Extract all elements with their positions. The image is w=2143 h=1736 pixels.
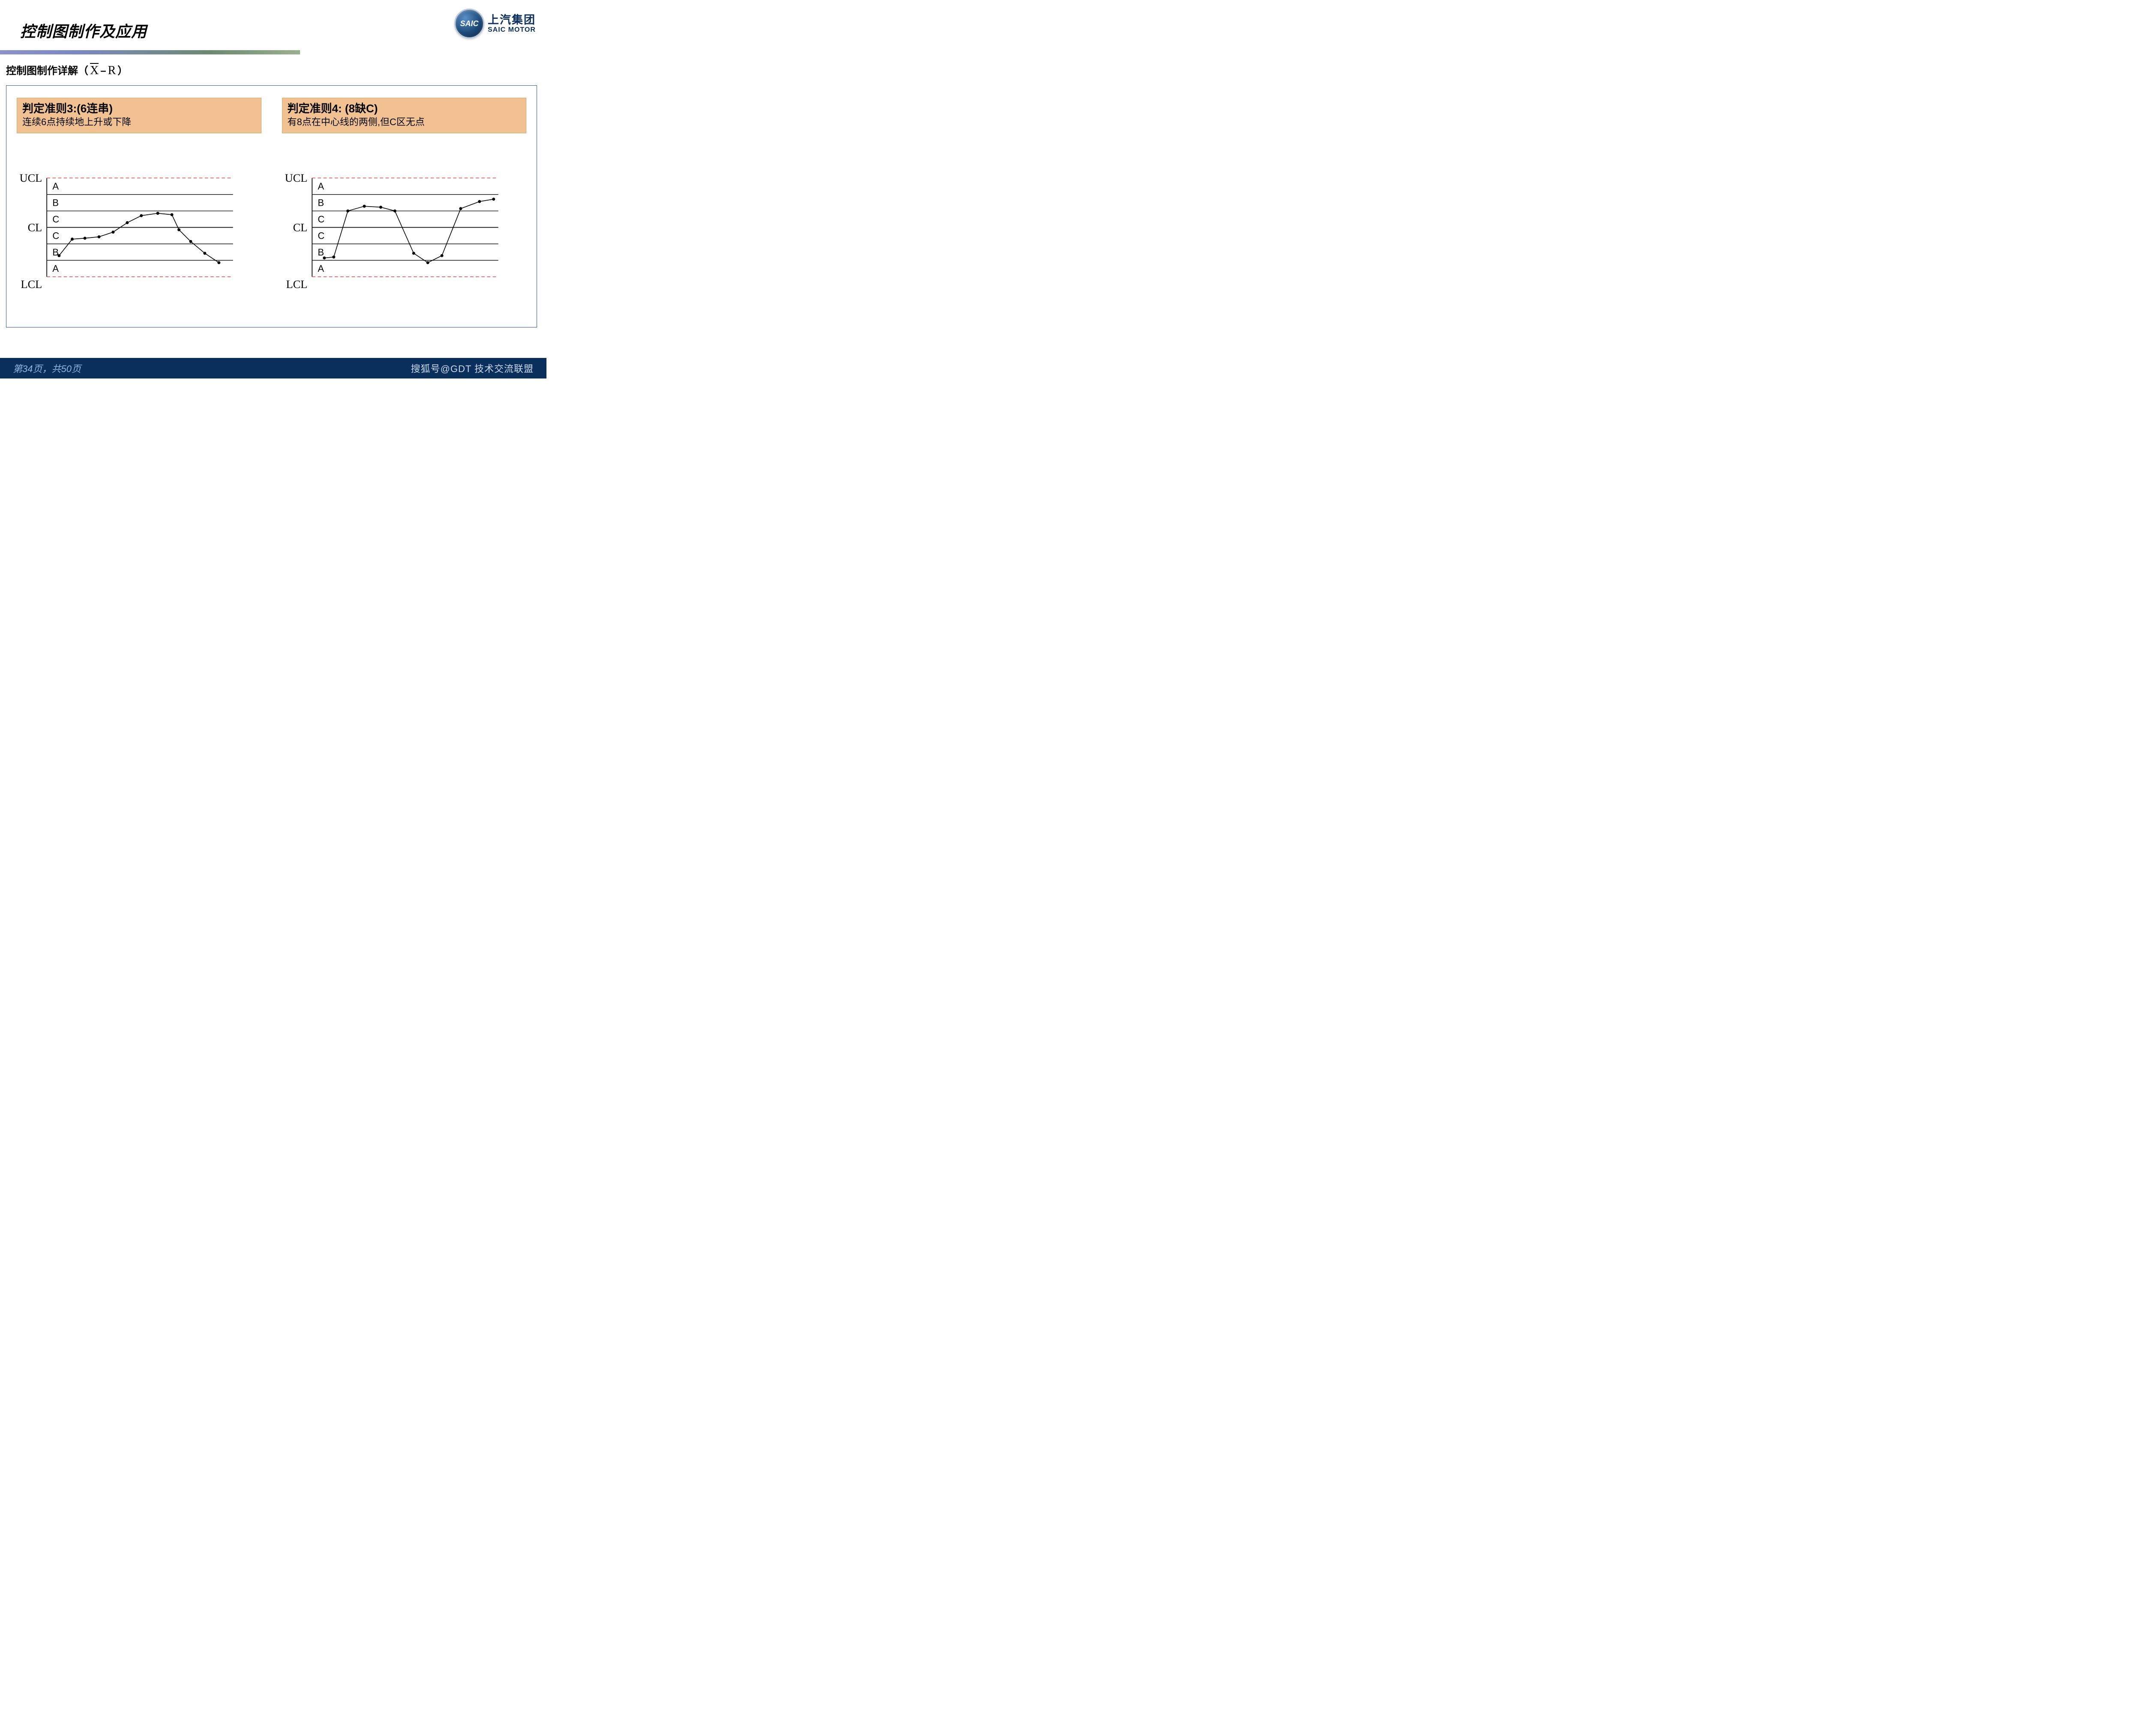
subtitle-dash: –	[100, 65, 106, 77]
xbar-symbol: X	[90, 64, 99, 78]
chart-3-svg: UCLCLLCLABCCBA	[17, 163, 261, 296]
svg-text:LCL: LCL	[286, 278, 307, 291]
rule-3-desc: 连续6点持续地上升或下降	[22, 116, 256, 129]
svg-text:C: C	[318, 214, 324, 225]
svg-text:B: B	[318, 247, 324, 258]
svg-text:CL: CL	[293, 221, 307, 234]
divider-bar	[0, 50, 300, 54]
chart-rule-4: UCLCLLCLABCCBA	[282, 163, 527, 296]
svg-text:C: C	[52, 230, 59, 241]
svg-text:C: C	[52, 214, 59, 225]
footer-bar: 第34页，共50页 搜狐号@GDT 技术交流联盟	[0, 358, 546, 378]
svg-text:A: A	[318, 263, 324, 274]
rule-3-title: 判定准则3:(6连串)	[22, 101, 256, 116]
page-number: 第34页，共50页	[13, 361, 81, 375]
rule-card-3: 判定准则3:(6连串) 连续6点持续地上升或下降	[17, 98, 261, 133]
rule-4-desc: 有8点在中心线的两侧,但C区无点	[288, 116, 521, 129]
chart-4-svg: UCLCLLCLABCCBA	[282, 163, 527, 296]
svg-text:A: A	[52, 263, 59, 274]
subtitle-suffix: ）	[117, 62, 128, 77]
svg-text:A: A	[52, 181, 59, 192]
content-panel: 判定准则3:(6连串) 连续6点持续地上升或下降 判定准则4: (8缺C) 有8…	[6, 85, 537, 327]
subtitle-prefix: 控制图制作详解（	[6, 62, 88, 77]
svg-text:UCL: UCL	[20, 172, 42, 184]
svg-text:C: C	[318, 230, 324, 241]
svg-text:B: B	[318, 198, 324, 208]
svg-text:B: B	[52, 198, 59, 208]
logo-cn-text: 上汽集团	[488, 14, 536, 26]
watermark-text: 搜狐号@GDT 技术交流联盟	[411, 361, 534, 375]
slide-title: 控制图制作及应用	[20, 19, 147, 42]
chart-rule-3: UCLCLLCLABCCBA	[17, 163, 261, 296]
r-symbol: R	[108, 64, 116, 78]
svg-text:LCL: LCL	[21, 278, 42, 291]
rule-4-title: 判定准则4: (8缺C)	[288, 101, 521, 116]
brand-logo: SAIC 上汽集团 SAIC MOTOR	[454, 9, 536, 39]
svg-text:UCL: UCL	[285, 172, 307, 184]
rule-card-4: 判定准则4: (8缺C) 有8点在中心线的两侧,但C区无点	[282, 98, 527, 133]
svg-text:CL: CL	[28, 221, 42, 234]
logo-badge: SAIC	[454, 9, 484, 39]
logo-en-text: SAIC MOTOR	[488, 26, 536, 34]
svg-text:A: A	[318, 181, 324, 192]
subtitle: 控制图制作详解（ X – R ）	[6, 62, 128, 78]
